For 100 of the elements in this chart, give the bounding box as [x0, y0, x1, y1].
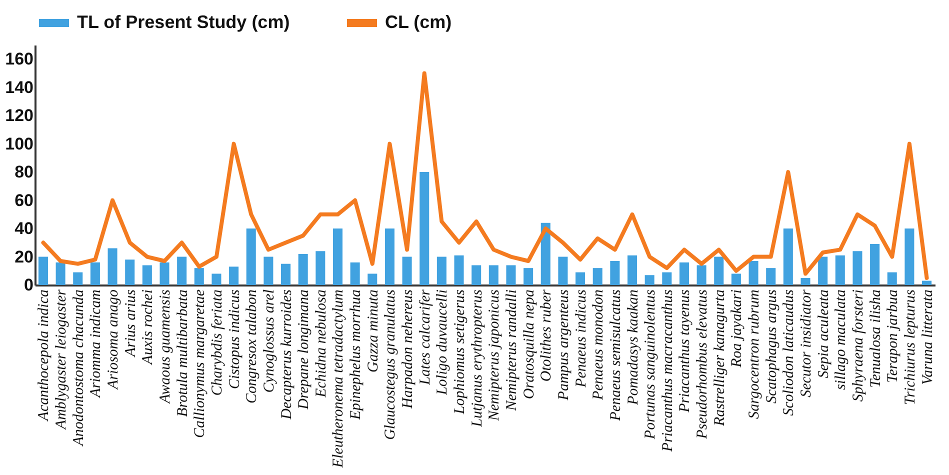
x-tick-label: Portunas sanguinolentus — [642, 289, 659, 440]
x-tick-label: Penaeus indicus — [573, 289, 590, 388]
bar — [420, 172, 430, 285]
x-tick-label: Cistopus indicus — [226, 289, 243, 390]
y-tick-label: 80 — [14, 162, 34, 182]
x-tick-label: Ariosoma anago — [106, 289, 122, 390]
x-tick-label: Pampus argenteus — [556, 289, 572, 402]
x-tick-label: Terapon jarbua — [885, 290, 902, 383]
x-tick-label: Otolithes ruber — [538, 289, 555, 382]
x-tick-label: Nemipterus japonicus — [486, 289, 503, 422]
x-tick-label: Gazza minuta — [365, 290, 382, 372]
y-tick-label: 100 — [5, 134, 34, 154]
x-tick-label: Sepia aculeata — [816, 290, 832, 378]
bar — [679, 262, 689, 285]
bar — [38, 256, 48, 285]
bar — [108, 248, 118, 285]
bar — [177, 256, 187, 285]
x-tick-label: Glaucostegus granulatus — [382, 289, 399, 440]
bar — [488, 265, 498, 285]
line-series — [41, 71, 929, 280]
x-tick-label: Amblygaster leiogaster — [54, 289, 70, 430]
x-tick-label: Rastrelliger kanagurta — [712, 290, 728, 428]
x-tick-label: Secutor insidiator — [798, 289, 814, 398]
x-tick-label: Decapterus kurroides — [278, 289, 295, 420]
x-tick-label: Pseudorhombus elevatus — [694, 289, 711, 440]
x-tick-label: Oratosquilla nepa — [521, 290, 538, 400]
bar — [835, 255, 845, 285]
x-tick-label: Lates calcarifer — [417, 289, 434, 386]
y-tick-label: 20 — [14, 247, 34, 266]
bar — [384, 228, 394, 285]
bar — [904, 228, 914, 285]
bar — [576, 272, 586, 285]
bar — [870, 244, 880, 285]
bar — [800, 278, 810, 285]
bar — [160, 262, 170, 285]
bar — [212, 274, 222, 285]
bar — [783, 228, 793, 285]
bar — [332, 228, 343, 285]
x-tick-label: Sphyraena forsteri — [850, 290, 866, 402]
bar — [281, 264, 291, 285]
bar — [558, 256, 568, 285]
bar — [246, 228, 256, 285]
bar — [852, 251, 862, 285]
bar — [350, 262, 360, 285]
bar — [524, 268, 534, 285]
y-tick-label: 140 — [5, 78, 34, 97]
x-tick-label: Brotula multibarbata — [174, 290, 191, 417]
bar — [194, 268, 204, 285]
bar — [696, 265, 706, 285]
bar — [142, 265, 152, 285]
bar — [887, 272, 897, 285]
bar — [748, 261, 758, 285]
bar — [264, 256, 274, 285]
x-tick-label: Loligo duvaucelli — [434, 290, 451, 396]
bar — [229, 266, 239, 285]
x-tick-label: Priacanthus macracanthus — [660, 289, 676, 453]
x-tick-label: Harpadon nehereus — [400, 289, 416, 410]
x-tick-label: sillago maculata — [833, 290, 850, 390]
bar — [73, 272, 83, 285]
bar — [298, 254, 308, 285]
y-tick-label: 160 — [5, 50, 34, 69]
x-tick-label: Auxis rochei — [140, 290, 156, 366]
x-tick-label: Scatophagus argus — [764, 289, 780, 404]
x-tick-label: Cynoglossus arel — [261, 290, 278, 393]
y-tick-label: 40 — [14, 219, 34, 238]
bar — [454, 255, 464, 285]
y-tick-label: 120 — [5, 106, 34, 126]
x-tick-label: Penaeus semisulcatus — [608, 289, 624, 422]
bar — [402, 256, 412, 285]
x-tick-label: Anodontostoma chacunda — [70, 290, 87, 447]
bar — [436, 256, 446, 285]
x-tick-label: Awaous guamensis — [158, 289, 174, 404]
bar — [714, 256, 724, 285]
y-tick-label: 60 — [14, 190, 34, 210]
x-tick-label: Pomadasys kaakan — [625, 290, 642, 406]
bar — [644, 275, 654, 285]
y-tick-label: 0 — [24, 276, 34, 294]
x-tick-label: Callionymus margaretae — [192, 289, 208, 438]
x-tick-label: Lutjanus erythropterus — [469, 289, 486, 428]
bar — [627, 255, 638, 285]
legend-label: CL (cm) — [385, 12, 452, 32]
x-tick-label: Epinephelus morrhua — [348, 290, 364, 421]
bar — [125, 260, 135, 285]
x-tick-label: Drepane longimana — [296, 290, 312, 410]
bar — [56, 262, 66, 285]
x-tick-label: Sargocentron rubrum — [746, 289, 763, 419]
x-tick-label: Arius arius — [122, 289, 139, 358]
x-tick-label: Eleutheronema tetradactylum — [330, 289, 347, 469]
bar — [610, 261, 620, 285]
bar — [766, 268, 776, 285]
bar — [662, 272, 672, 285]
x-tick-label: Scoliodon laticaudus — [781, 289, 798, 416]
x-tick-label: Varuna litterata — [920, 290, 936, 385]
x-tick-label: Lophiomus setigerus — [452, 289, 468, 416]
bar — [592, 268, 602, 285]
x-tick-label: Trichiurus lepturus — [902, 289, 918, 405]
x-tick-label: Priacanthus tayenus — [677, 289, 694, 414]
bar — [922, 280, 932, 285]
bar — [818, 256, 828, 285]
x-tick-label: Ariomma indicam — [88, 289, 104, 398]
